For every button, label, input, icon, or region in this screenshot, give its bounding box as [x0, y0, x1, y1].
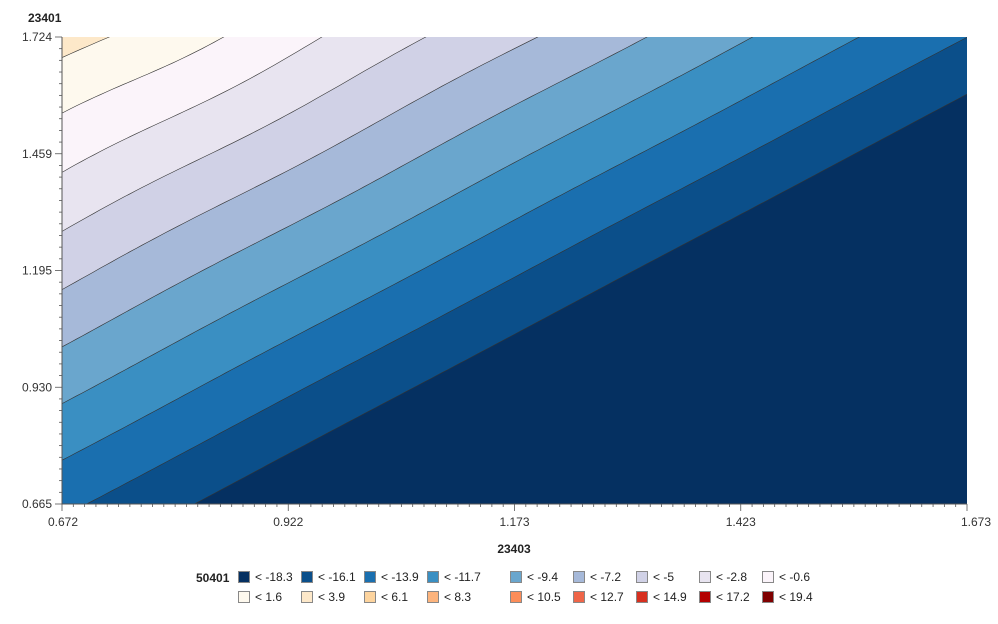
legend-swatch [636, 571, 648, 583]
legend-label: < -11.7 [444, 570, 481, 584]
legend-label: < -7.2 [590, 570, 622, 584]
legend-item: < 1.6 [238, 590, 282, 604]
legend-item: < -7.2 [573, 570, 621, 584]
legend-swatch [427, 571, 439, 583]
x-tick-label: 1.173 [499, 515, 529, 529]
axes: 0.672 0.922 1.173 1.423 1.673 0.665 0.930 1.195… [22, 30, 991, 529]
legend-label: < -13.9 [381, 570, 419, 584]
contour-band-11 [52, 0, 977, 8]
x-axis-title: 23403 [497, 542, 531, 556]
legend-item: < -13.9 [364, 570, 419, 584]
legend-swatch [301, 571, 313, 583]
legend-swatch [573, 571, 585, 583]
legend-label: < -0.6 [779, 570, 811, 584]
legend-swatch [510, 571, 522, 583]
legend-swatch [699, 571, 711, 583]
legend-item: < 14.9 [636, 590, 687, 604]
legend-item: < -16.1 [301, 570, 356, 584]
legend-swatch [238, 591, 250, 603]
legend-swatch [427, 591, 439, 603]
legend-item: < 3.9 [301, 590, 345, 604]
legend-item: < 19.4 [762, 590, 813, 604]
contour-bands [52, 0, 977, 504]
y-tick-label: 0.930 [22, 380, 52, 394]
x-tick-label: 0.922 [273, 515, 303, 529]
legend-label: < -16.1 [318, 570, 356, 584]
y-axis-title: 23401 [28, 11, 62, 25]
legend-swatch [364, 571, 376, 583]
legend-swatch [238, 571, 250, 583]
legend-label: < 3.9 [318, 590, 346, 604]
legend-label: < -2.8 [716, 570, 748, 584]
y-tick-label: 1.459 [22, 147, 52, 161]
x-tick-label: 1.673 [961, 515, 991, 529]
legend-swatch [762, 591, 774, 603]
legend-item: < -2.8 [699, 570, 747, 584]
legend-swatch [699, 591, 711, 603]
legend-swatch [573, 591, 585, 603]
legend-swatch [636, 591, 648, 603]
x-tick-label: 1.423 [726, 515, 756, 529]
legend-title: 50401 [196, 571, 230, 585]
legend-item: < -11.7 [427, 570, 481, 584]
legend-item: < 17.2 [699, 590, 750, 604]
legend-item: < 6.1 [364, 590, 408, 604]
legend-item: < -5 [636, 570, 674, 584]
legend-label: < -9.4 [527, 570, 559, 584]
contour-band-9 [62, 37, 225, 114]
legend-swatch [762, 571, 774, 583]
legend-label: < 8.3 [444, 590, 472, 604]
legend-item: < 8.3 [427, 590, 471, 604]
legend-swatch [301, 591, 313, 603]
legend-label: < 1.6 [255, 590, 283, 604]
legend-label: < 14.9 [653, 590, 687, 604]
legend-label: < 17.2 [716, 590, 750, 604]
y-tick-label: 0.665 [22, 497, 52, 511]
legend-label: < -5 [653, 570, 675, 584]
legend-item: < 10.5 [510, 590, 561, 604]
y-tick-label: 1.724 [22, 30, 52, 44]
legend-item: < -18.3 [238, 570, 293, 584]
legend-label: < 12.7 [590, 590, 624, 604]
contour-band-10 [62, 37, 110, 58]
x-tick-label: 0.672 [48, 515, 78, 529]
legend-label: < 10.5 [527, 590, 561, 604]
legend-item: < 12.7 [573, 590, 624, 604]
legend-item: < -0.6 [762, 570, 810, 584]
legend-label: < 19.4 [779, 590, 813, 604]
legend-label: < 6.1 [381, 590, 409, 604]
y-tick-label: 1.195 [22, 264, 52, 278]
legend-swatch [510, 591, 522, 603]
legend-item: < -9.4 [510, 570, 558, 584]
legend-label: < -18.3 [255, 570, 293, 584]
legend-swatch [364, 591, 376, 603]
